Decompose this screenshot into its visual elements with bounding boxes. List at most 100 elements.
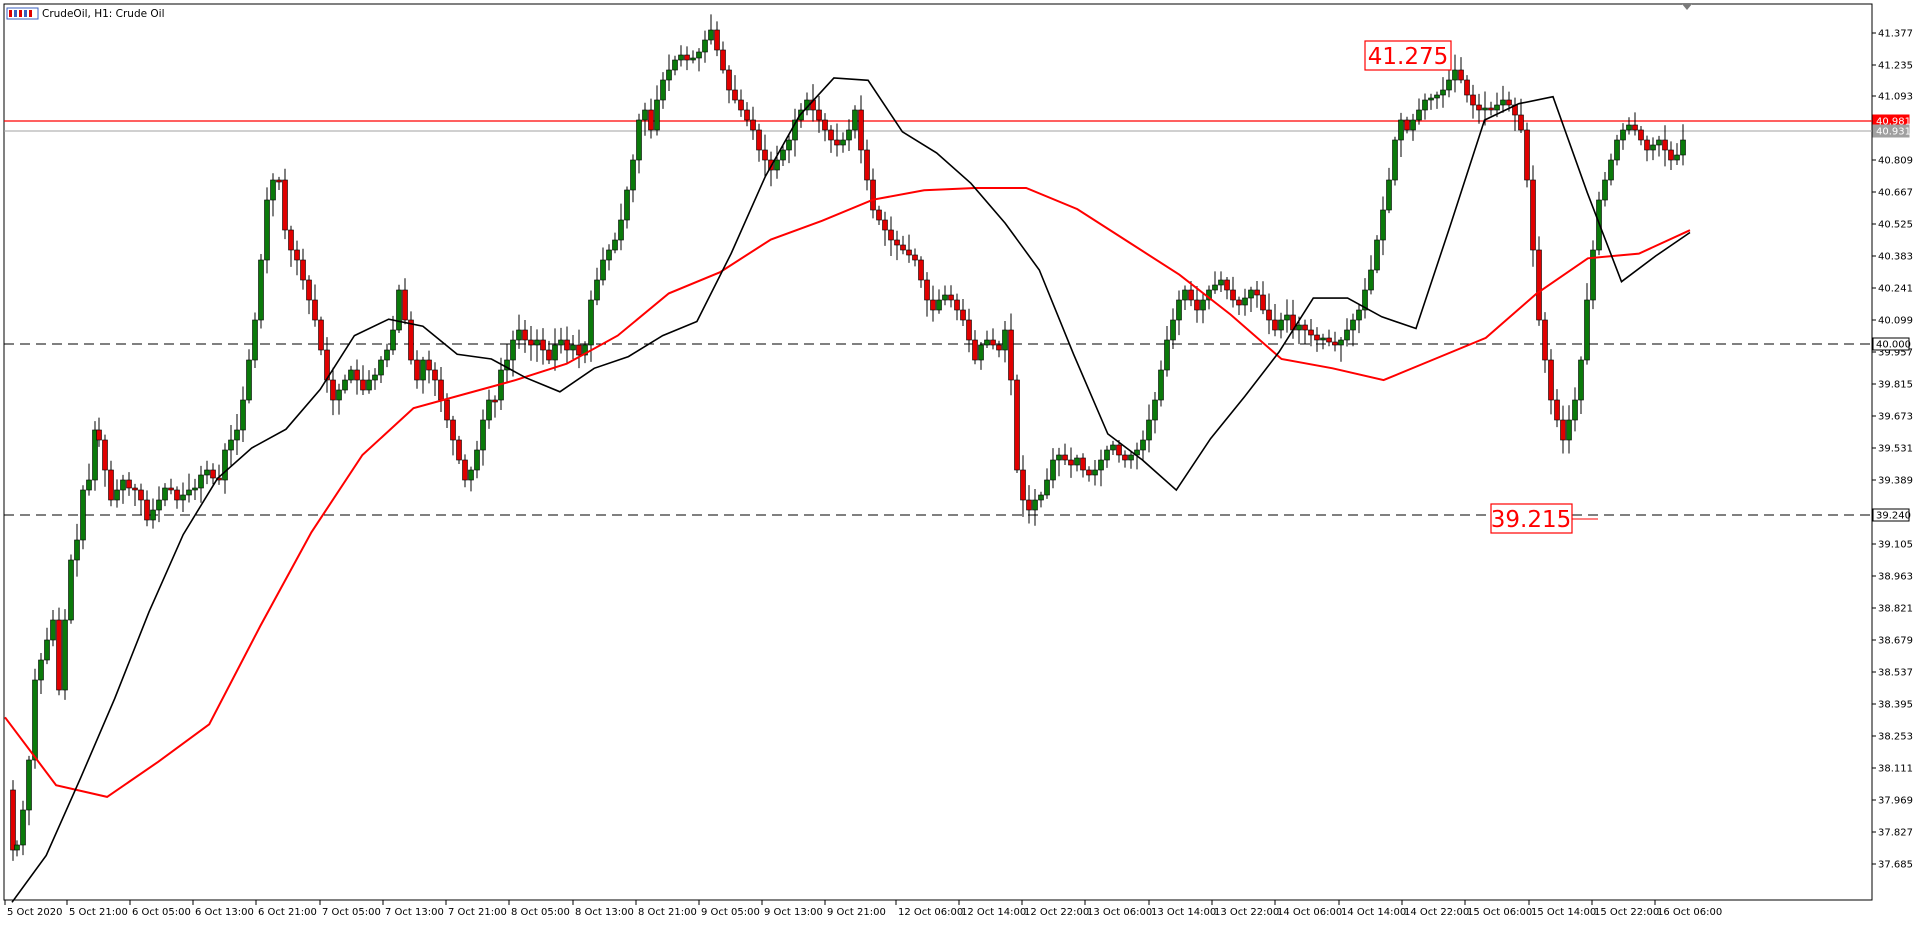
candle-bull[interactable] [942,294,948,301]
candle-bear[interactable] [1224,279,1230,291]
candle-bear[interactable] [1506,99,1512,106]
candle-bull[interactable] [420,359,426,381]
candle-bear[interactable] [276,179,282,183]
candle-bear[interactable] [414,359,420,381]
candle-bear[interactable] [1116,444,1122,456]
candle-bull[interactable] [1398,119,1404,141]
candle-bull[interactable] [198,474,204,489]
candle-bear[interactable] [954,299,960,311]
candle-bull[interactable] [1128,454,1134,461]
candle-bull[interactable] [1350,319,1356,331]
candle-bear[interactable] [56,619,62,691]
candle-bear[interactable] [168,487,174,491]
candle-bull[interactable] [672,59,678,71]
candle-bull[interactable] [666,69,672,81]
candle-bear[interactable] [1554,399,1560,421]
candle-bull[interactable] [516,329,522,341]
candle-bear[interactable] [816,109,822,121]
candle-bear[interactable] [1662,139,1668,151]
candle-bear[interactable] [1020,469,1026,501]
candle-bull[interactable] [1590,249,1596,301]
candle-bull[interactable] [486,399,492,421]
candle-bull[interactable] [1656,139,1662,146]
candle-bull[interactable] [1500,99,1506,106]
candle-bull[interactable] [396,289,402,331]
candle-bull[interactable] [1626,124,1632,131]
candle-bull[interactable] [92,429,98,481]
candle-bull[interactable] [228,439,234,451]
candle-bull[interactable] [600,259,606,281]
candle-bear[interactable] [828,129,834,141]
candle-bull[interactable] [1608,159,1614,181]
candle-bull[interactable] [1434,94,1440,99]
candle-bear[interactable] [732,89,738,101]
candle-bear[interactable] [762,149,768,161]
candle-bear[interactable] [1314,334,1320,341]
candle-bull[interactable] [1200,299,1206,311]
candle-bull[interactable] [1002,329,1008,351]
candle-bull[interactable] [186,489,192,496]
candle-bull[interactable] [1140,439,1146,451]
candle-bear[interactable] [438,379,444,401]
candle-bear[interactable] [1026,499,1032,511]
candle-bull[interactable] [384,349,390,361]
candle-bear[interactable] [306,279,312,301]
candle-bull[interactable] [270,179,276,201]
candle-bear[interactable] [564,339,570,351]
candle-bull[interactable] [1380,209,1386,241]
candle-bull[interactable] [792,119,798,141]
candle-bear[interactable] [1488,107,1494,111]
candle-bear[interactable] [462,459,468,481]
candle-bear[interactable] [1272,319,1278,331]
candle-bull[interactable] [702,39,708,53]
candle-bear[interactable] [1632,124,1638,131]
candle-bull[interactable] [1494,104,1500,111]
candle-bull[interactable] [1410,119,1416,131]
candle-bear[interactable] [1236,299,1242,306]
candle-bull[interactable] [74,539,80,561]
candle-bull[interactable] [984,339,990,346]
candle-bear[interactable] [1068,459,1074,466]
candle-bear[interactable] [1326,337,1332,343]
candle-bull[interactable] [1602,179,1608,201]
candle-bull[interactable] [120,479,126,491]
candle-bull[interactable] [1650,144,1656,151]
candle-bear[interactable] [948,294,954,301]
candle-bear[interactable] [930,299,936,311]
candle-bull[interactable] [786,139,792,151]
candle-bear[interactable] [1308,329,1314,336]
candle-bull[interactable] [342,379,348,391]
candle-bull[interactable] [246,359,252,401]
candle-bull[interactable] [14,844,20,851]
candle-bull[interactable] [1578,359,1584,401]
candle-bull[interactable] [1482,107,1488,111]
candle-bear[interactable] [522,329,528,341]
candle-bull[interactable] [696,51,702,59]
candle-bear[interactable] [876,209,882,221]
candle-bull[interactable] [1368,269,1374,291]
candle-bull[interactable] [1674,154,1680,161]
candle-bear[interactable] [1476,104,1482,111]
candle-bear[interactable] [576,344,582,356]
candle-bear[interactable] [858,109,864,151]
candle-bull[interactable] [1614,139,1620,161]
candle-bull[interactable] [114,489,120,501]
candle-bull[interactable] [180,494,186,501]
candle-bear[interactable] [1194,299,1200,311]
candle-bear[interactable] [450,419,456,441]
candle-bear[interactable] [282,179,288,231]
candle-bull[interactable] [192,487,198,491]
candle-bear[interactable] [924,279,930,301]
candle-bear[interactable] [1302,324,1308,331]
candle-bull[interactable] [1446,79,1452,91]
candle-bear[interactable] [330,379,336,401]
candle-bear[interactable] [174,489,180,501]
candle-bear[interactable] [1260,294,1266,311]
candle-bull[interactable] [1092,469,1098,476]
candle-bull[interactable] [480,419,486,451]
candle-bull[interactable] [150,509,156,521]
candle-bear[interactable] [888,229,894,241]
candle-bull[interactable] [1110,444,1116,451]
candle-bull[interactable] [1428,97,1434,101]
